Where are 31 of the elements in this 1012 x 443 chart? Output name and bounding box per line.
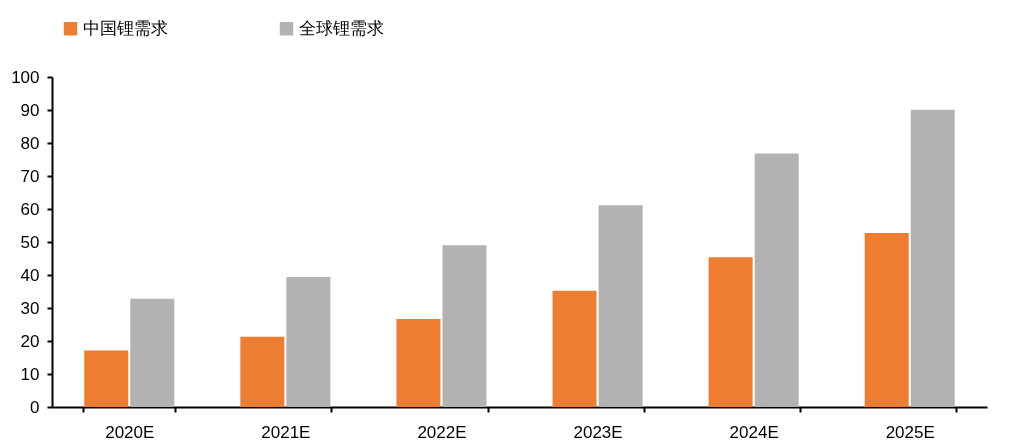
y-tick-label: 90: [20, 100, 40, 120]
bar: [240, 336, 285, 407]
y-tick-label: 40: [20, 265, 40, 285]
bar: [442, 245, 487, 407]
bar: [754, 153, 799, 407]
bar: [396, 318, 441, 407]
x-tick-label: 2023E: [573, 422, 623, 442]
x-tick-label: 2024E: [729, 422, 779, 442]
y-tick-label: 0: [30, 397, 40, 417]
y-tick-label: 80: [20, 133, 40, 153]
legend-label: 全球锂需求: [299, 18, 384, 38]
y-tick-label: 10: [20, 364, 40, 384]
y-tick-label: 20: [20, 331, 40, 351]
bar: [552, 290, 597, 407]
bar: [708, 257, 753, 407]
x-tick-label: 2021E: [261, 422, 311, 442]
bar: [910, 109, 955, 407]
y-tick-label: 30: [20, 298, 40, 318]
legend-label: 中国锂需求: [83, 18, 168, 38]
y-tick-label: 50: [20, 232, 40, 252]
x-tick-label: 2020E: [105, 422, 155, 442]
y-tick-label: 60: [20, 199, 40, 219]
bar: [84, 350, 129, 407]
x-tick-label: 2022E: [417, 422, 467, 442]
y-tick-label: 100: [11, 67, 40, 87]
bar: [286, 276, 331, 407]
y-tick-label: 70: [20, 166, 40, 186]
bar: [130, 298, 175, 407]
bar: [598, 205, 643, 407]
x-tick-label: 2025E: [885, 422, 935, 442]
bar: [864, 233, 909, 407]
